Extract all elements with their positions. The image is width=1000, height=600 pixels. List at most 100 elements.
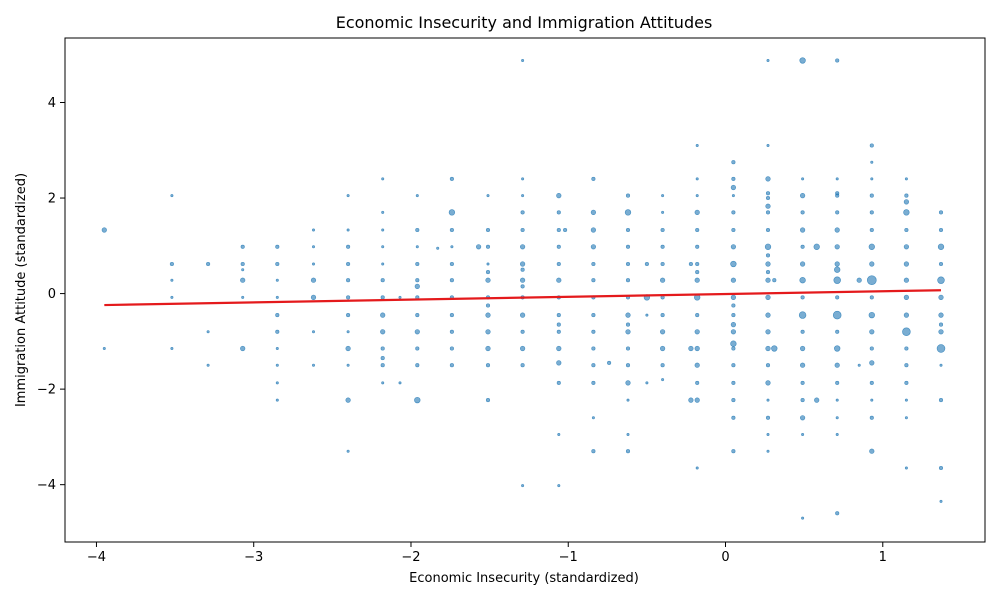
data-point — [521, 484, 525, 488]
data-point — [730, 322, 737, 328]
data-point — [800, 295, 805, 300]
data-point — [625, 261, 631, 267]
data-point — [938, 398, 944, 403]
data-point — [625, 193, 631, 198]
data-point — [170, 278, 174, 282]
data-point — [730, 184, 737, 191]
data-point — [660, 227, 665, 233]
data-point — [731, 346, 736, 351]
data-point — [694, 209, 700, 215]
data-point — [766, 398, 770, 402]
data-point — [832, 310, 842, 320]
data-point — [206, 330, 210, 334]
data-point — [766, 58, 770, 62]
data-point — [563, 227, 568, 233]
data-point — [936, 344, 946, 353]
data-point — [449, 176, 454, 181]
data-point — [556, 345, 562, 352]
x-axis-ticks: −4 −3 −2 −1 0 1 — [87, 542, 887, 565]
data-point — [521, 58, 525, 62]
data-point — [485, 227, 491, 233]
data-point — [695, 466, 699, 470]
data-point — [799, 193, 806, 199]
data-point — [520, 329, 525, 334]
data-point — [645, 381, 649, 385]
y-axis-ticks: −4 −2 0 2 4 — [37, 96, 65, 493]
data-point — [275, 381, 279, 385]
data-point — [240, 277, 246, 283]
data-point — [660, 244, 665, 249]
data-point — [869, 295, 874, 300]
data-point — [626, 398, 630, 402]
data-point — [765, 195, 771, 201]
data-point — [730, 329, 737, 335]
data-point — [730, 260, 737, 268]
data-point — [834, 227, 840, 233]
data-point — [868, 311, 875, 319]
data-point — [520, 284, 525, 289]
x-axis-label: Economic Insecurity (standardized) — [409, 571, 639, 586]
data-point — [695, 313, 700, 318]
data-point — [731, 380, 736, 385]
data-point — [521, 177, 525, 181]
data-point — [241, 295, 245, 299]
data-point — [694, 397, 700, 403]
data-point — [380, 363, 385, 368]
data-point — [485, 312, 491, 318]
data-point — [695, 194, 699, 198]
data-point — [695, 227, 700, 233]
data-point — [938, 210, 944, 215]
data-point — [556, 380, 561, 385]
data-point — [870, 177, 874, 181]
data-point — [814, 397, 820, 403]
data-point — [240, 261, 245, 267]
data-point — [380, 312, 386, 318]
data-point — [731, 313, 736, 318]
data-point — [381, 228, 385, 232]
data-point — [938, 294, 944, 301]
data-point — [834, 266, 841, 273]
data-point — [414, 396, 421, 404]
data-point — [311, 228, 315, 232]
data-point — [660, 313, 665, 318]
data-point — [731, 176, 736, 181]
data-point — [381, 245, 385, 249]
x-tick-label: −4 — [87, 550, 106, 565]
data-point — [835, 295, 840, 300]
data-point — [731, 160, 736, 165]
data-point — [904, 380, 909, 385]
data-point — [869, 193, 874, 198]
data-point — [556, 322, 561, 327]
data-point — [624, 209, 632, 216]
data-point — [556, 360, 562, 366]
data-point — [799, 362, 806, 368]
data-point — [169, 261, 174, 267]
data-point — [206, 261, 211, 267]
data-point — [449, 227, 454, 233]
data-point — [835, 416, 839, 420]
data-point — [766, 144, 770, 148]
data-point — [556, 227, 561, 233]
data-point — [346, 194, 350, 198]
y-tick-label: 0 — [48, 287, 56, 302]
data-point — [381, 381, 385, 385]
data-point — [765, 277, 771, 283]
data-point — [904, 193, 909, 198]
data-point — [556, 261, 561, 267]
data-point — [869, 346, 874, 351]
data-point — [590, 209, 597, 215]
data-point — [449, 346, 454, 351]
data-point — [415, 313, 420, 318]
data-point — [660, 261, 665, 267]
data-point — [799, 57, 806, 64]
data-point — [380, 356, 385, 361]
data-point — [904, 227, 909, 233]
data-point — [607, 360, 612, 365]
data-point — [415, 363, 420, 368]
data-point — [903, 294, 910, 301]
data-point — [310, 294, 317, 301]
data-point — [591, 329, 596, 334]
data-point — [486, 194, 490, 198]
data-point — [346, 313, 351, 318]
data-point — [346, 363, 350, 367]
